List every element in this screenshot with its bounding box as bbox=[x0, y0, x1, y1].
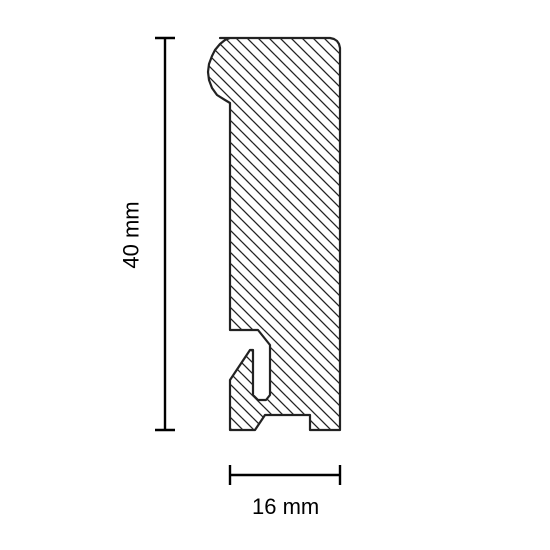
profile-fill bbox=[208, 38, 340, 430]
width-dimension-label: 16 mm bbox=[252, 494, 319, 520]
height-dimension-label: 40 mm bbox=[119, 201, 145, 268]
technical-drawing: 40 mm 16 mm bbox=[0, 0, 550, 550]
drawing-svg bbox=[0, 0, 550, 550]
